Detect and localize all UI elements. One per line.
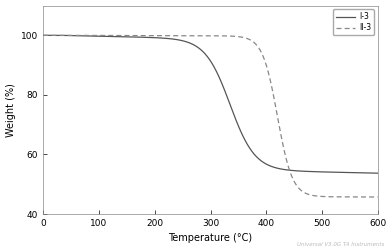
II-3 <box>366 195 370 198</box>
II-3 <box>58 34 63 37</box>
II-3 <box>366 195 370 198</box>
X-axis label: Temperature (°C): Temperature (°C) <box>169 234 252 244</box>
I-3 <box>195 45 200 48</box>
I-3 <box>304 170 309 173</box>
Y-axis label: Weight (%): Weight (%) <box>5 83 16 137</box>
Line: I-3: I-3 <box>43 35 378 173</box>
I-3 <box>366 172 370 175</box>
Text: Universal V3.0G TA Instruments: Universal V3.0G TA Instruments <box>297 242 384 247</box>
I-3 <box>41 34 45 37</box>
II-3 <box>195 34 200 37</box>
II-3 <box>304 192 309 195</box>
Legend: I-3, II-3: I-3, II-3 <box>333 9 374 35</box>
Line: II-3: II-3 <box>43 35 378 197</box>
II-3 <box>41 34 45 37</box>
II-3 <box>376 195 380 198</box>
I-3 <box>203 53 208 56</box>
II-3 <box>203 34 208 37</box>
I-3 <box>58 34 63 37</box>
I-3 <box>366 172 370 175</box>
I-3 <box>376 172 380 175</box>
